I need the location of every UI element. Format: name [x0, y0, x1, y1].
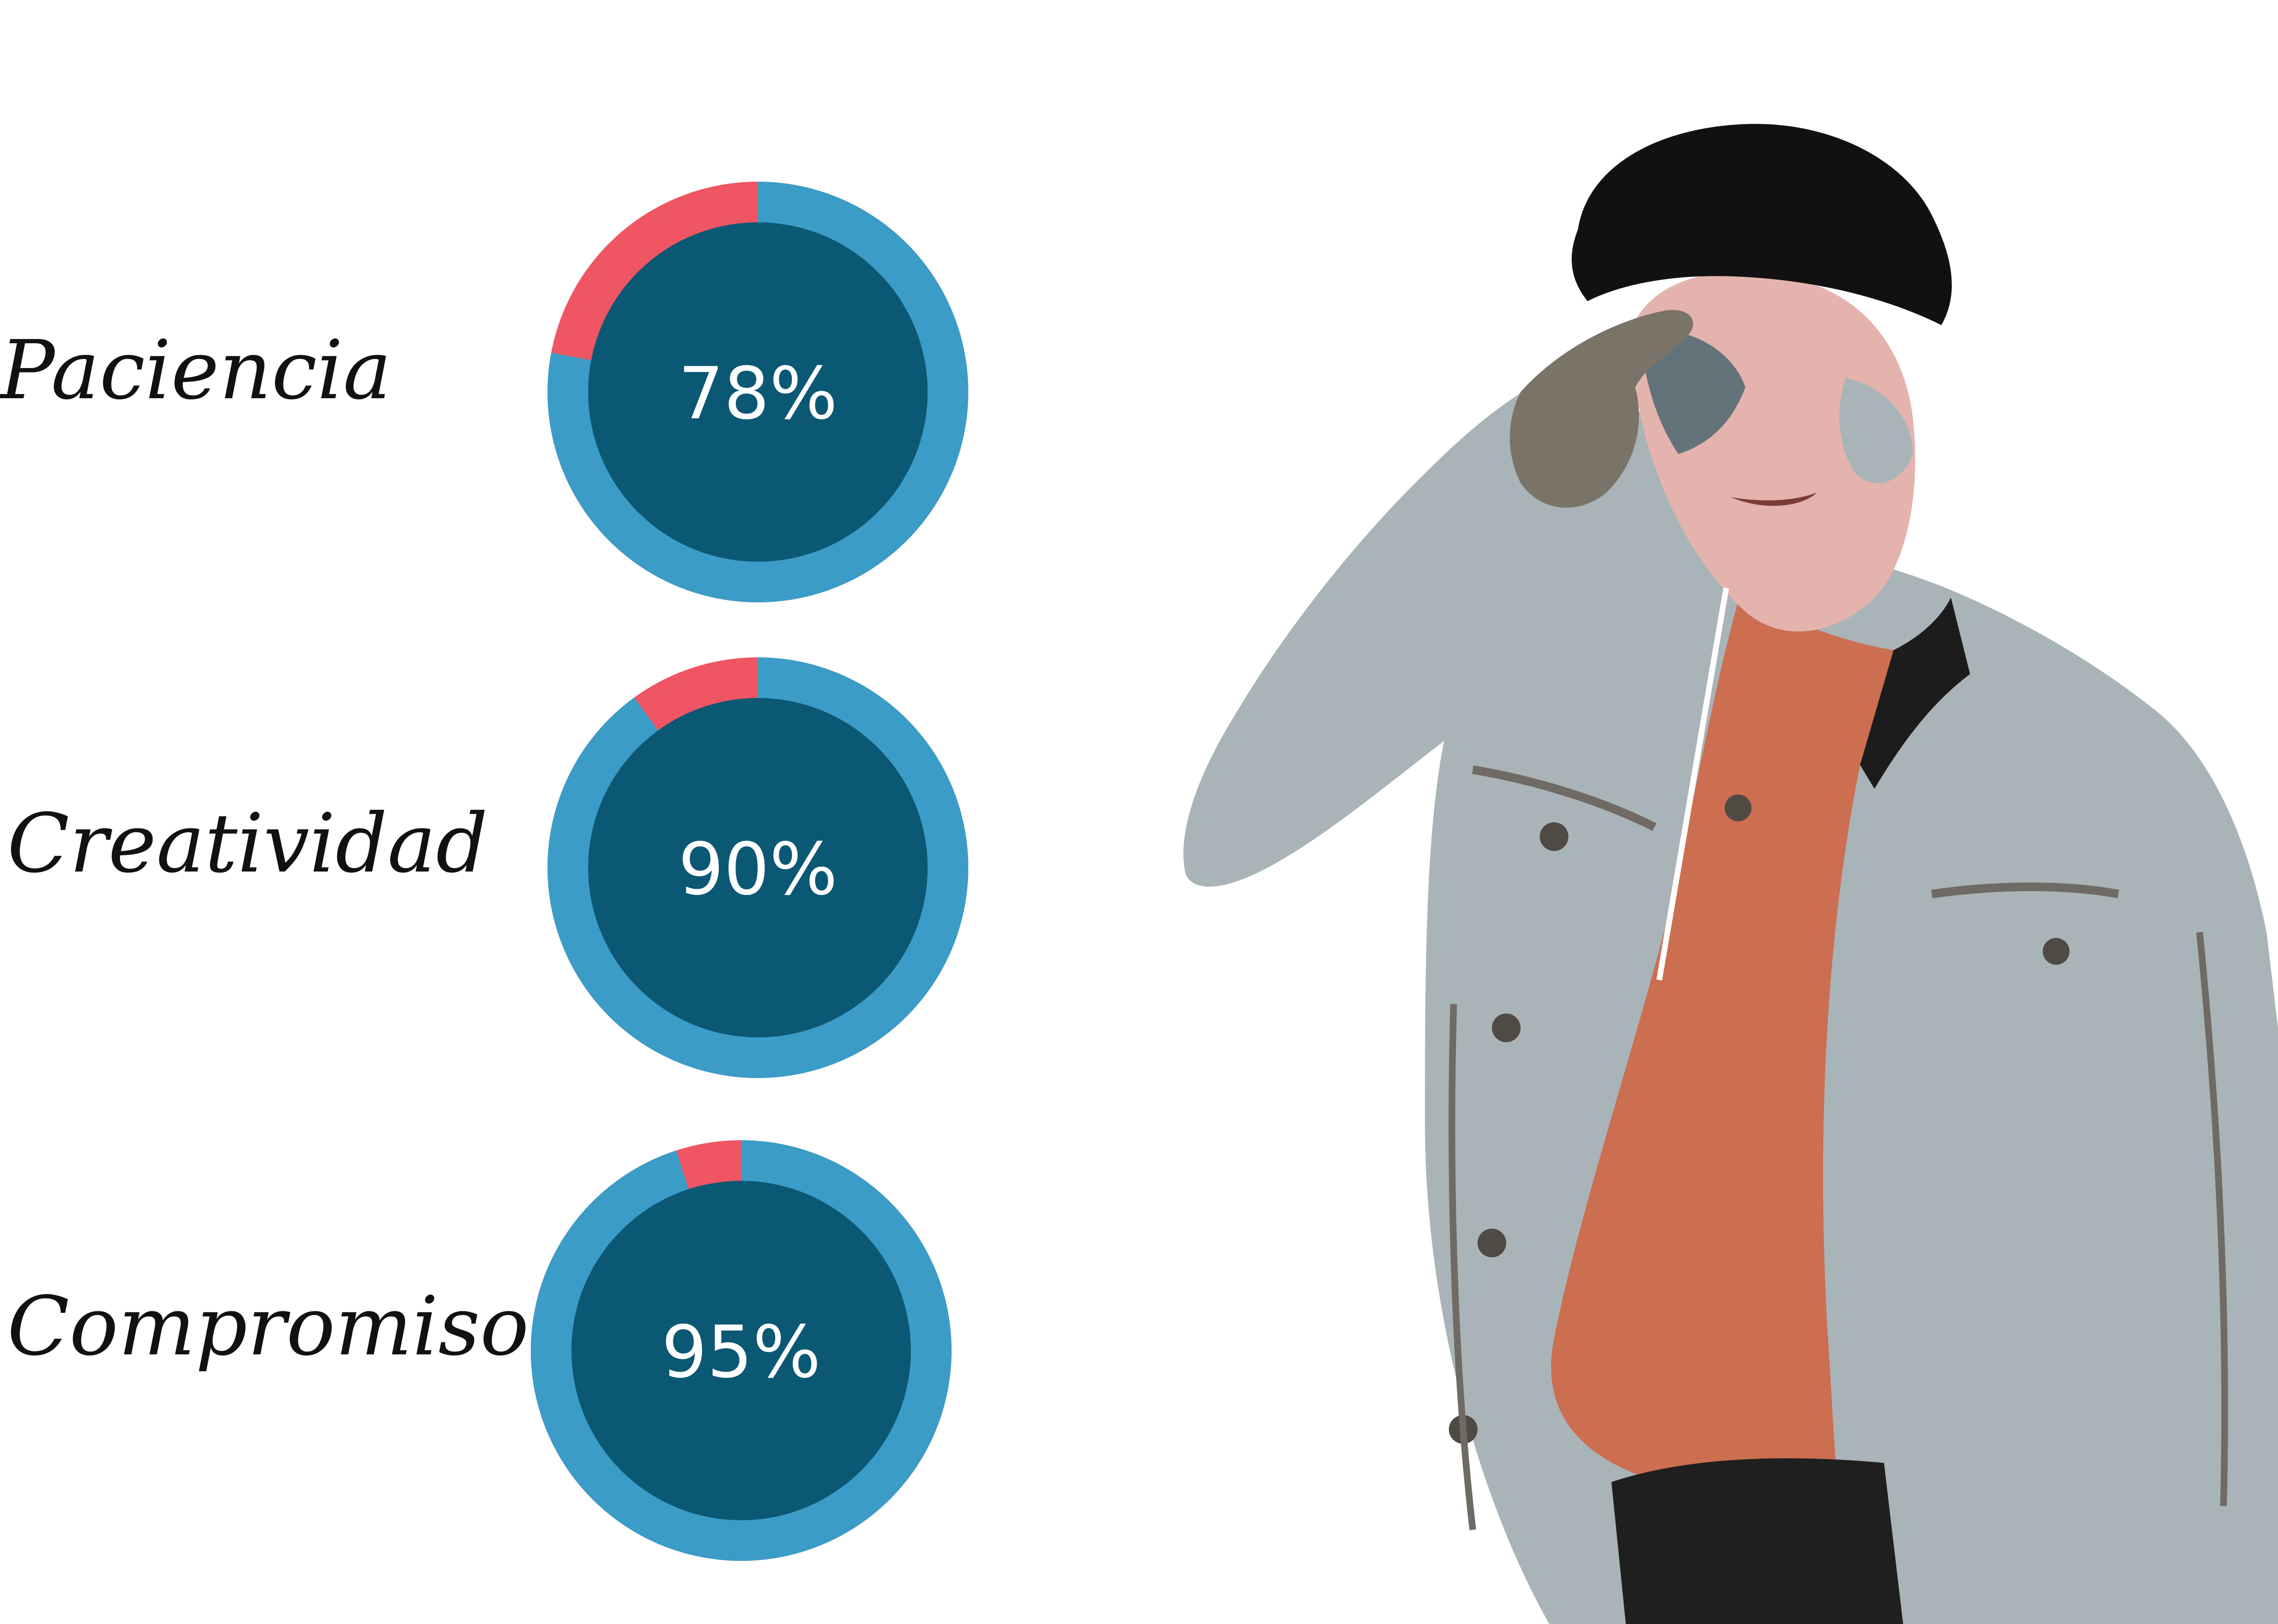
donut-value-label: 95% — [661, 1311, 821, 1394]
donut-center — [588, 222, 928, 562]
donut-center — [588, 698, 928, 1037]
donut-value-label: 90% — [678, 828, 837, 911]
cap-shape — [1571, 124, 1952, 325]
jacket-seam — [2196, 932, 2228, 1506]
mouth-shape — [1731, 492, 1817, 506]
hand-shape — [1510, 310, 1693, 508]
jacket-button — [1478, 1229, 1506, 1257]
jacket-seam — [1931, 883, 2119, 898]
donut-chart-compromiso: 95% — [531, 1140, 952, 1561]
shirt-shape — [1551, 593, 1894, 1482]
donut-center — [571, 1181, 911, 1520]
jacket-button — [1492, 1014, 1521, 1042]
skill-label-creatividad: Creatividad — [7, 796, 488, 891]
jacket-seam — [1472, 765, 1657, 831]
skill-label-compromiso: Compromiso — [7, 1279, 529, 1374]
collar-highlight — [1656, 587, 1729, 981]
jacket-button — [1540, 822, 1568, 851]
undershirt-shape — [1860, 598, 1970, 789]
belt-shape — [1611, 1458, 1903, 1624]
face-highlight-shape — [1839, 378, 1913, 483]
face-shadow-shape — [1640, 330, 1745, 454]
skill-label-paciencia: Paciencia — [0, 323, 392, 418]
donut-value-label: 78% — [678, 352, 837, 436]
donut-chart-paciencia: 78% — [547, 182, 968, 602]
donut-chart-creatividad: 90% — [547, 657, 968, 1078]
jacket-button — [1725, 795, 1752, 821]
portrait-illustration — [1183, 124, 2278, 1624]
jacket-button — [2043, 938, 2070, 965]
jacket-seam — [1448, 1003, 1476, 1530]
